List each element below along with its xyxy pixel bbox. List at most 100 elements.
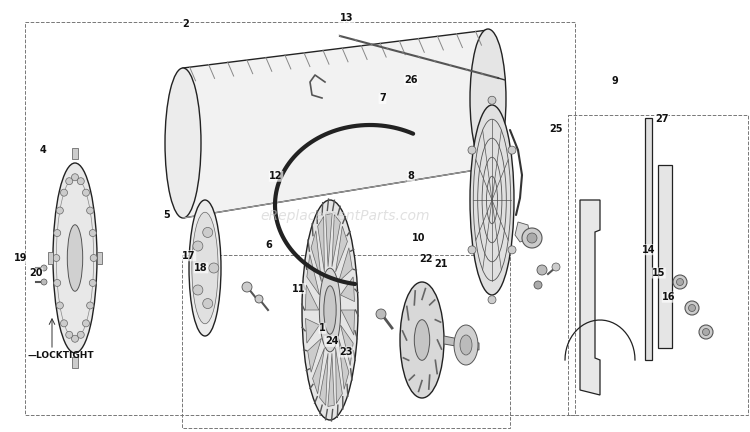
Circle shape <box>87 302 94 309</box>
Circle shape <box>508 246 516 254</box>
Text: 7: 7 <box>379 93 386 104</box>
Bar <box>568 115 748 415</box>
Circle shape <box>71 335 79 342</box>
Circle shape <box>534 281 542 289</box>
Circle shape <box>193 285 203 295</box>
Polygon shape <box>320 353 328 405</box>
Text: 22: 22 <box>419 254 433 264</box>
Ellipse shape <box>454 325 478 365</box>
Circle shape <box>89 229 96 237</box>
Polygon shape <box>318 216 325 272</box>
Circle shape <box>552 263 560 271</box>
Text: 18: 18 <box>194 263 208 273</box>
Ellipse shape <box>320 268 340 352</box>
Circle shape <box>242 282 252 292</box>
Ellipse shape <box>192 212 218 324</box>
Ellipse shape <box>302 200 358 420</box>
Circle shape <box>61 320 68 327</box>
Text: 20: 20 <box>29 268 43 278</box>
Circle shape <box>41 265 47 271</box>
Polygon shape <box>332 215 340 267</box>
Polygon shape <box>305 285 319 310</box>
Circle shape <box>82 320 89 327</box>
Ellipse shape <box>414 320 430 360</box>
Text: 8: 8 <box>407 171 415 181</box>
Ellipse shape <box>400 282 444 398</box>
Circle shape <box>66 178 73 185</box>
Circle shape <box>89 280 96 286</box>
Circle shape <box>537 265 547 275</box>
Ellipse shape <box>53 163 97 353</box>
Ellipse shape <box>470 29 506 169</box>
Text: 5: 5 <box>164 210 170 220</box>
Circle shape <box>703 328 709 336</box>
Polygon shape <box>72 357 78 368</box>
Text: 27: 27 <box>655 114 668 124</box>
Polygon shape <box>335 348 342 403</box>
Circle shape <box>209 263 219 273</box>
Circle shape <box>53 254 60 261</box>
Text: 13: 13 <box>340 13 353 23</box>
Polygon shape <box>328 353 334 407</box>
Polygon shape <box>48 252 53 264</box>
Circle shape <box>488 296 496 304</box>
Ellipse shape <box>470 105 514 295</box>
Circle shape <box>468 246 476 254</box>
Ellipse shape <box>165 68 201 218</box>
Circle shape <box>41 279 47 285</box>
Text: 15: 15 <box>652 268 665 278</box>
Circle shape <box>56 207 63 214</box>
Text: 12: 12 <box>269 171 283 181</box>
Polygon shape <box>311 231 322 282</box>
Text: 14: 14 <box>642 245 656 255</box>
Text: —LOCKTIGHT: —LOCKTIGHT <box>28 350 94 359</box>
Circle shape <box>87 207 94 214</box>
Circle shape <box>676 279 683 286</box>
Circle shape <box>56 302 63 309</box>
Circle shape <box>508 146 516 154</box>
Polygon shape <box>326 213 332 267</box>
Polygon shape <box>313 348 325 394</box>
Ellipse shape <box>68 225 82 291</box>
Circle shape <box>90 254 98 261</box>
Polygon shape <box>183 30 488 218</box>
Text: 4: 4 <box>40 145 46 156</box>
Text: 17: 17 <box>182 251 196 261</box>
Circle shape <box>61 189 68 196</box>
Bar <box>182 255 510 428</box>
Ellipse shape <box>460 335 472 355</box>
Polygon shape <box>645 118 652 360</box>
Text: 16: 16 <box>662 292 676 302</box>
Text: 19: 19 <box>14 253 28 264</box>
Circle shape <box>54 280 61 286</box>
Circle shape <box>255 295 263 303</box>
Polygon shape <box>338 338 349 389</box>
Circle shape <box>376 309 386 319</box>
Ellipse shape <box>189 200 221 336</box>
Polygon shape <box>308 338 322 372</box>
Circle shape <box>193 241 203 251</box>
Polygon shape <box>305 318 320 343</box>
Text: 21: 21 <box>434 259 448 270</box>
Polygon shape <box>335 226 347 272</box>
Polygon shape <box>341 310 355 335</box>
Text: 6: 6 <box>266 240 272 251</box>
Circle shape <box>685 301 699 315</box>
Polygon shape <box>340 325 353 365</box>
Circle shape <box>77 331 84 338</box>
Polygon shape <box>515 222 530 242</box>
Text: 2: 2 <box>183 19 189 29</box>
Text: 9: 9 <box>612 76 618 86</box>
Ellipse shape <box>324 286 336 334</box>
Polygon shape <box>580 200 600 395</box>
Circle shape <box>699 325 713 339</box>
Polygon shape <box>340 277 355 302</box>
Circle shape <box>202 299 213 308</box>
Polygon shape <box>72 148 78 159</box>
Circle shape <box>527 233 537 243</box>
Circle shape <box>202 227 213 238</box>
Text: 11: 11 <box>292 283 305 294</box>
Bar <box>25 22 575 415</box>
Text: 1: 1 <box>320 323 326 334</box>
Text: 26: 26 <box>404 75 418 85</box>
